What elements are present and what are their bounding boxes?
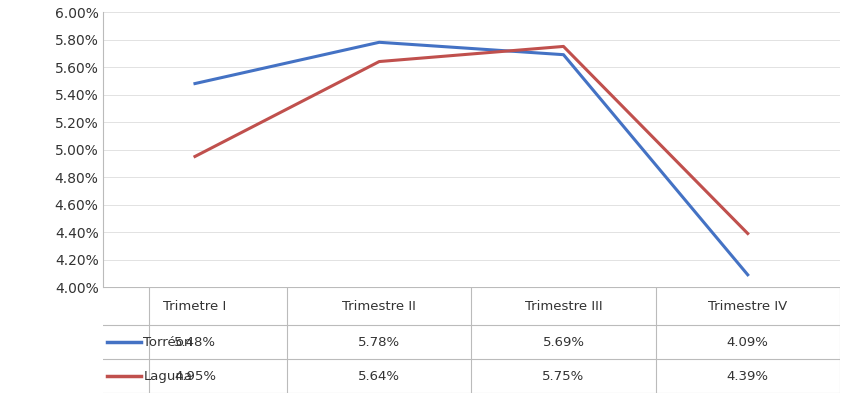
Text: 4.95%: 4.95% [174,370,216,383]
Text: Trimestre II: Trimestre II [342,300,417,313]
Text: Trimestre IV: Trimestre IV [708,300,788,313]
Text: Torréon: Torréon [143,336,193,349]
Text: 5.64%: 5.64% [358,370,400,383]
Text: 4.09%: 4.09% [727,336,769,349]
Text: Laguna: Laguna [143,370,192,383]
Text: 5.69%: 5.69% [542,336,584,349]
Text: 5.48%: 5.48% [174,336,216,349]
Text: 5.78%: 5.78% [358,336,400,349]
Text: Trimestre III: Trimestre III [524,300,602,313]
Text: Trimetre I: Trimetre I [164,300,226,313]
Text: 4.39%: 4.39% [727,370,769,383]
Text: 5.75%: 5.75% [542,370,584,383]
